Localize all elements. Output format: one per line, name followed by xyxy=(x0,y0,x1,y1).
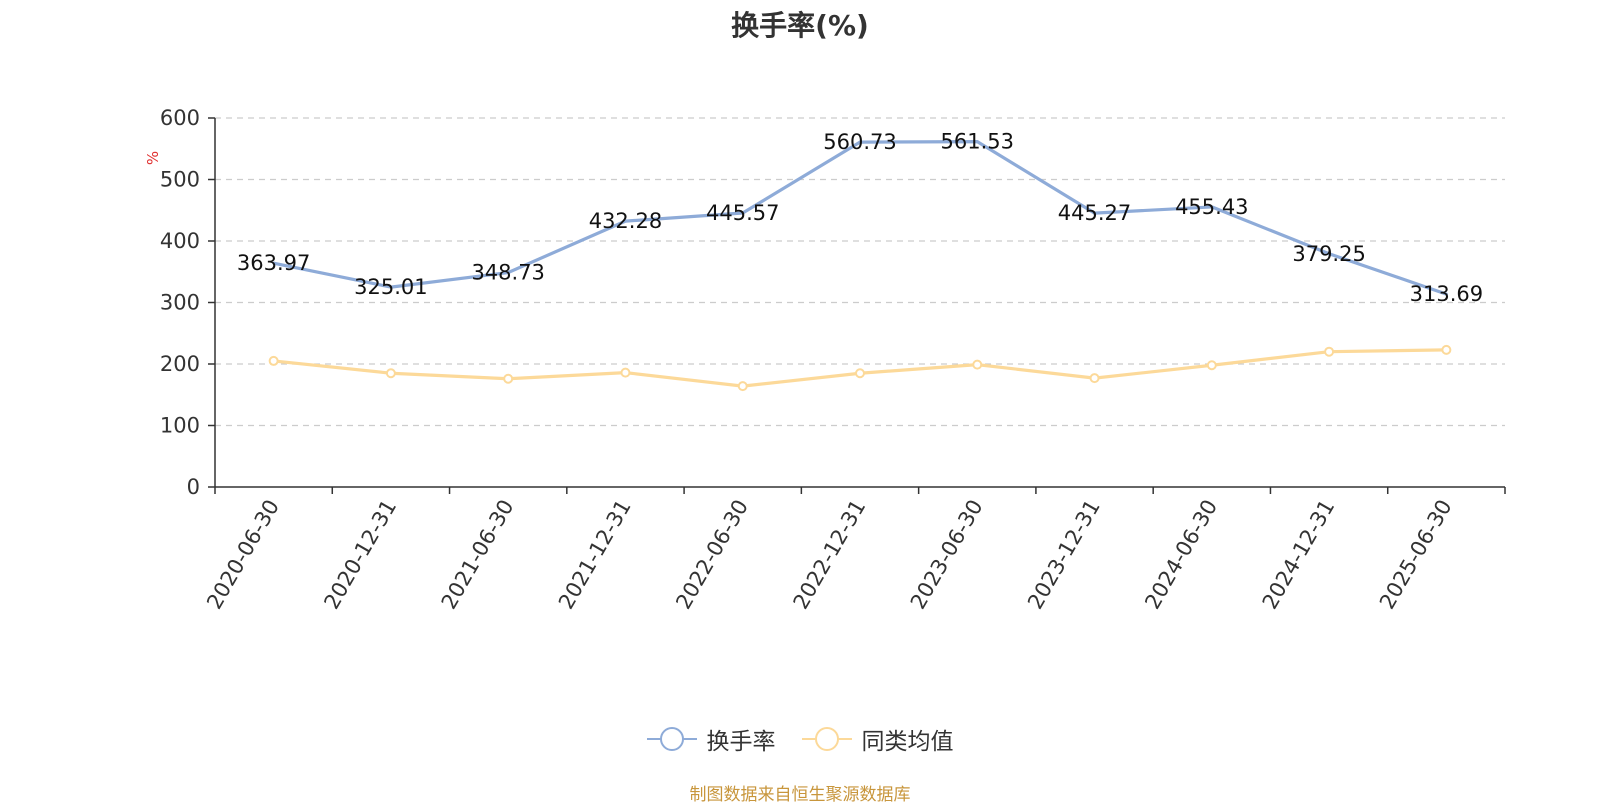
series-1-point-9 xyxy=(1324,346,1335,357)
series-1-point-4 xyxy=(737,381,748,392)
series-1-point-5 xyxy=(855,368,865,379)
y-tick-label-600: 600 xyxy=(160,106,200,130)
data-label-2: 348.73 xyxy=(471,261,544,285)
series-1-point-3 xyxy=(620,367,631,378)
legend-item-turnover[interactable]: 换手率 xyxy=(646,722,776,756)
y-tick-label-200: 200 xyxy=(160,352,200,376)
series-line-0 xyxy=(273,140,1447,296)
legend-swatch-turnover xyxy=(646,727,697,751)
x-tick-label-2024-12-31: 2024-12-31 xyxy=(1258,496,1340,614)
x-tick-label-2022-06-30: 2022-06-30 xyxy=(671,496,753,614)
label-layer: 363.97 325.01 348.73 432.28 445.57 560.73 561.… xyxy=(237,130,1483,306)
x-tick-label-2024-06-30: 2024-06-30 xyxy=(1140,496,1222,614)
data-label-0: 363.97 xyxy=(237,251,310,275)
data-label-7: 445.27 xyxy=(1058,201,1131,225)
data-label-3: 432.28 xyxy=(589,209,662,233)
legend-item-peer-average[interactable]: 同类均值 xyxy=(801,722,954,756)
series-0-point-3 xyxy=(623,219,627,223)
series-0-point-0 xyxy=(272,261,276,265)
data-label-4: 445.57 xyxy=(706,201,779,225)
data-label-8: 455.43 xyxy=(1175,195,1248,219)
legend: 换手率 同类均值 xyxy=(0,722,1600,756)
y-tick-label-300: 300 xyxy=(160,291,200,315)
data-source-note: 制图数据来自恒生聚源数据库 xyxy=(689,785,911,805)
y-axis-label: % xyxy=(144,151,162,165)
grid-layer xyxy=(215,117,1505,427)
data-label-1: 325.01 xyxy=(354,275,427,299)
x-tick-label-2020-12-31: 2020-12-31 xyxy=(319,496,401,614)
series-0-point-5 xyxy=(858,140,862,144)
x-tick-label-2023-06-30: 2023-06-30 xyxy=(906,496,988,614)
x-tick-label-2022-12-31: 2022-12-31 xyxy=(789,496,871,614)
x-tick-label-2021-06-30: 2021-06-30 xyxy=(437,496,519,614)
series-layer xyxy=(268,140,1452,392)
series-1-point-1 xyxy=(385,368,396,379)
data-label-5: 560.73 xyxy=(823,130,896,154)
y-tick-label-100: 100 xyxy=(160,414,200,438)
series-0-point-4 xyxy=(741,211,745,215)
x-tick-label-2021-12-31: 2021-12-31 xyxy=(554,496,636,614)
series-0-point-9 xyxy=(1327,252,1331,256)
series-1-point-8 xyxy=(1206,360,1217,371)
x-tick-label-2023-12-31: 2023-12-31 xyxy=(1023,496,1105,614)
legend-swatch-peer-average xyxy=(801,727,852,751)
x-tick-label-2020-06-30: 2020-06-30 xyxy=(202,496,284,614)
data-label-10: 313.69 xyxy=(1410,282,1483,306)
series-1-point-7 xyxy=(1089,373,1100,384)
series-1-point-10 xyxy=(1441,344,1452,355)
data-label-9: 379.25 xyxy=(1292,242,1365,266)
legend-label-peer-average: 同类均值 xyxy=(861,729,954,755)
y-tick-label-0: 0 xyxy=(187,475,200,499)
y-tick-label-400: 400 xyxy=(160,229,200,253)
series-1-point-0 xyxy=(268,355,279,366)
series-line-1 xyxy=(273,348,1447,388)
series-0-point-7 xyxy=(1093,211,1097,215)
series-0-point-2 xyxy=(506,271,510,275)
legend-label-turnover: 换手率 xyxy=(706,729,776,755)
series-0-point-10 xyxy=(1444,292,1448,296)
series-0-point-6 xyxy=(975,140,979,144)
data-label-6: 561.53 xyxy=(941,130,1014,154)
x-tick-label-2025-06-30: 2025-06-30 xyxy=(1375,496,1457,614)
y-tick-label-500: 500 xyxy=(160,168,200,192)
axis-layer: 0 100 200 300 400 500 600% 2020-06-30 2020-12-31… xyxy=(144,106,1506,614)
series-1-point-2 xyxy=(503,373,514,384)
chart-title: 换手率(%) xyxy=(731,9,869,42)
series-1-point-6 xyxy=(972,359,983,370)
series-0-point-1 xyxy=(389,285,393,289)
series-0-point-8 xyxy=(1210,205,1214,209)
